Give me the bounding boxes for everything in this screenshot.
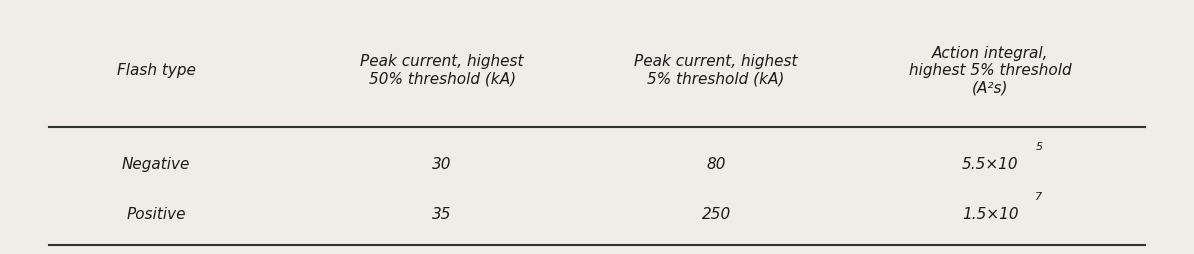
Text: 1.5×10: 1.5×10 [962, 208, 1018, 223]
Text: 7: 7 [1035, 192, 1042, 202]
Text: 35: 35 [432, 208, 451, 223]
Text: Positive: Positive [127, 208, 186, 223]
Text: 5.5×10: 5.5×10 [962, 157, 1018, 172]
Text: 5: 5 [1035, 142, 1042, 152]
Text: Negative: Negative [122, 157, 190, 172]
Text: Peak current, highest
50% threshold (kA): Peak current, highest 50% threshold (kA) [361, 54, 524, 87]
Text: Flash type: Flash type [117, 63, 196, 78]
Text: Peak current, highest
5% threshold (kA): Peak current, highest 5% threshold (kA) [634, 54, 798, 87]
Text: 250: 250 [702, 208, 731, 223]
Text: 30: 30 [432, 157, 451, 172]
Text: 80: 80 [707, 157, 726, 172]
Text: Action integral,
highest 5% threshold
(A²s): Action integral, highest 5% threshold (A… [909, 45, 1071, 95]
